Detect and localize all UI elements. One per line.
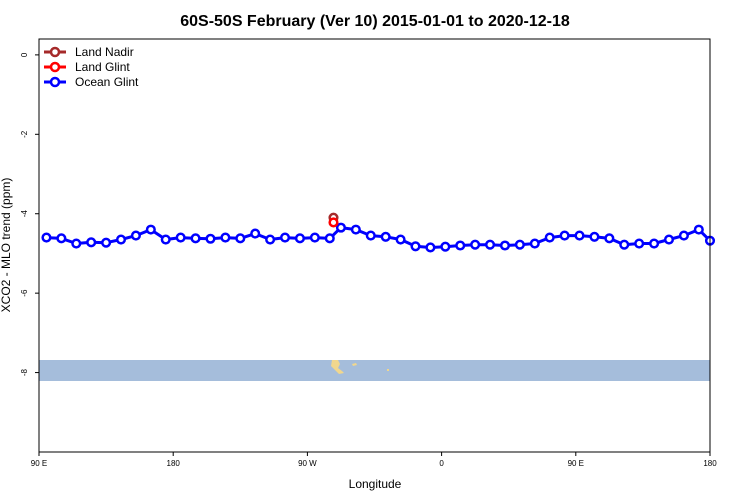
series-layer bbox=[41, 212, 716, 253]
data-point-ocean-glint bbox=[649, 238, 660, 249]
data-point-ocean-glint bbox=[440, 241, 451, 252]
data-point-ocean-glint bbox=[380, 231, 391, 242]
data-point-land-glint bbox=[328, 217, 339, 228]
x-tick-label: 180 bbox=[703, 459, 717, 468]
data-point-ocean-glint bbox=[529, 238, 540, 249]
data-point-ocean-glint bbox=[265, 234, 276, 245]
legend-label-ocean-glint: Ocean Glint bbox=[75, 75, 139, 89]
data-point-ocean-glint bbox=[350, 224, 361, 235]
y-tick-label: -8 bbox=[20, 368, 29, 376]
y-tick-label: -2 bbox=[20, 130, 29, 138]
axes: 90 E 180 90 W 0 90 E 180 0 -2 -4 -6 -8 bbox=[20, 52, 717, 468]
data-point-ocean-glint bbox=[455, 240, 466, 251]
data-point-ocean-glint bbox=[499, 240, 511, 251]
data-point-ocean-glint bbox=[115, 234, 127, 245]
data-point-ocean-glint bbox=[175, 232, 186, 243]
y-tick-label: -6 bbox=[20, 289, 29, 297]
map-inset bbox=[39, 360, 710, 381]
data-point-ocean-glint bbox=[693, 224, 704, 235]
data-point-ocean-glint bbox=[279, 232, 291, 243]
landmass-falklands bbox=[352, 363, 357, 366]
data-point-ocean-glint bbox=[145, 224, 156, 235]
data-point-ocean-glint bbox=[335, 222, 347, 233]
data-point-ocean-glint bbox=[101, 237, 112, 248]
data-point-ocean-glint bbox=[410, 241, 421, 252]
ocean-band bbox=[39, 360, 710, 381]
data-point-ocean-glint bbox=[678, 230, 689, 241]
x-tick-label: 0 bbox=[439, 459, 444, 468]
chart-title: 60S-50S February (Ver 10) 2015-01-01 to … bbox=[180, 13, 570, 30]
data-point-ocean-glint bbox=[56, 233, 67, 244]
x-tick-label: 90 E bbox=[568, 459, 584, 468]
legend-item-ocean-glint: Ocean Glint bbox=[44, 75, 139, 89]
data-point-ocean-glint bbox=[190, 233, 201, 244]
data-point-ocean-glint bbox=[294, 233, 305, 244]
data-point-ocean-glint bbox=[41, 232, 52, 243]
data-point-ocean-glint bbox=[220, 232, 231, 243]
data-point-ocean-glint bbox=[205, 233, 216, 244]
data-point-ocean-glint bbox=[604, 233, 615, 244]
data-point-ocean-glint bbox=[574, 230, 585, 241]
data-point-ocean-glint bbox=[160, 234, 171, 245]
x-axis-title: Longitude bbox=[349, 477, 402, 491]
data-point-ocean-glint bbox=[514, 239, 525, 250]
y-tick-label: -4 bbox=[20, 210, 29, 218]
legend-label-land-nadir: Land Nadir bbox=[75, 45, 134, 59]
y-tick-label: 0 bbox=[20, 52, 29, 57]
series-line-ocean-glint bbox=[46, 226, 712, 249]
legend-item-land-nadir: Land Nadir bbox=[44, 45, 134, 59]
data-point-ocean-glint bbox=[309, 232, 320, 243]
landmass-south-georgia bbox=[387, 369, 389, 371]
legend-label-land-glint: Land Glint bbox=[75, 60, 130, 74]
data-point-ocean-glint bbox=[71, 238, 82, 249]
legend-item-land-glint: Land Glint bbox=[44, 60, 130, 74]
data-point-ocean-glint bbox=[86, 237, 97, 248]
data-point-ocean-glint bbox=[235, 233, 246, 244]
data-point-ocean-glint bbox=[544, 232, 555, 243]
data-point-ocean-glint bbox=[130, 230, 141, 241]
data-point-ocean-glint bbox=[425, 242, 436, 253]
data-point-ocean-glint bbox=[324, 233, 335, 244]
data-point-ocean-glint bbox=[663, 234, 675, 245]
x-tick-label: 90 W bbox=[298, 459, 317, 468]
data-point-ocean-glint bbox=[485, 239, 496, 250]
x-tick-label: 180 bbox=[167, 459, 181, 468]
x-tick-label: 90 E bbox=[31, 459, 47, 468]
data-point-ocean-glint bbox=[470, 239, 481, 250]
data-point-ocean-glint bbox=[250, 228, 261, 239]
data-point-ocean-glint bbox=[395, 234, 406, 245]
landmass-patagonia bbox=[331, 360, 344, 374]
data-point-ocean-glint bbox=[365, 230, 376, 241]
data-point-ocean-glint bbox=[559, 230, 570, 241]
y-axis-title: XCO2 - MLO trend (ppm) bbox=[0, 178, 13, 313]
data-point-ocean-glint bbox=[619, 239, 630, 250]
legend: Land Nadir Land Glint Ocean Glint bbox=[44, 45, 139, 89]
plot-frame bbox=[38, 38, 711, 453]
data-point-ocean-glint bbox=[634, 238, 645, 249]
data-point-ocean-glint bbox=[589, 231, 600, 242]
